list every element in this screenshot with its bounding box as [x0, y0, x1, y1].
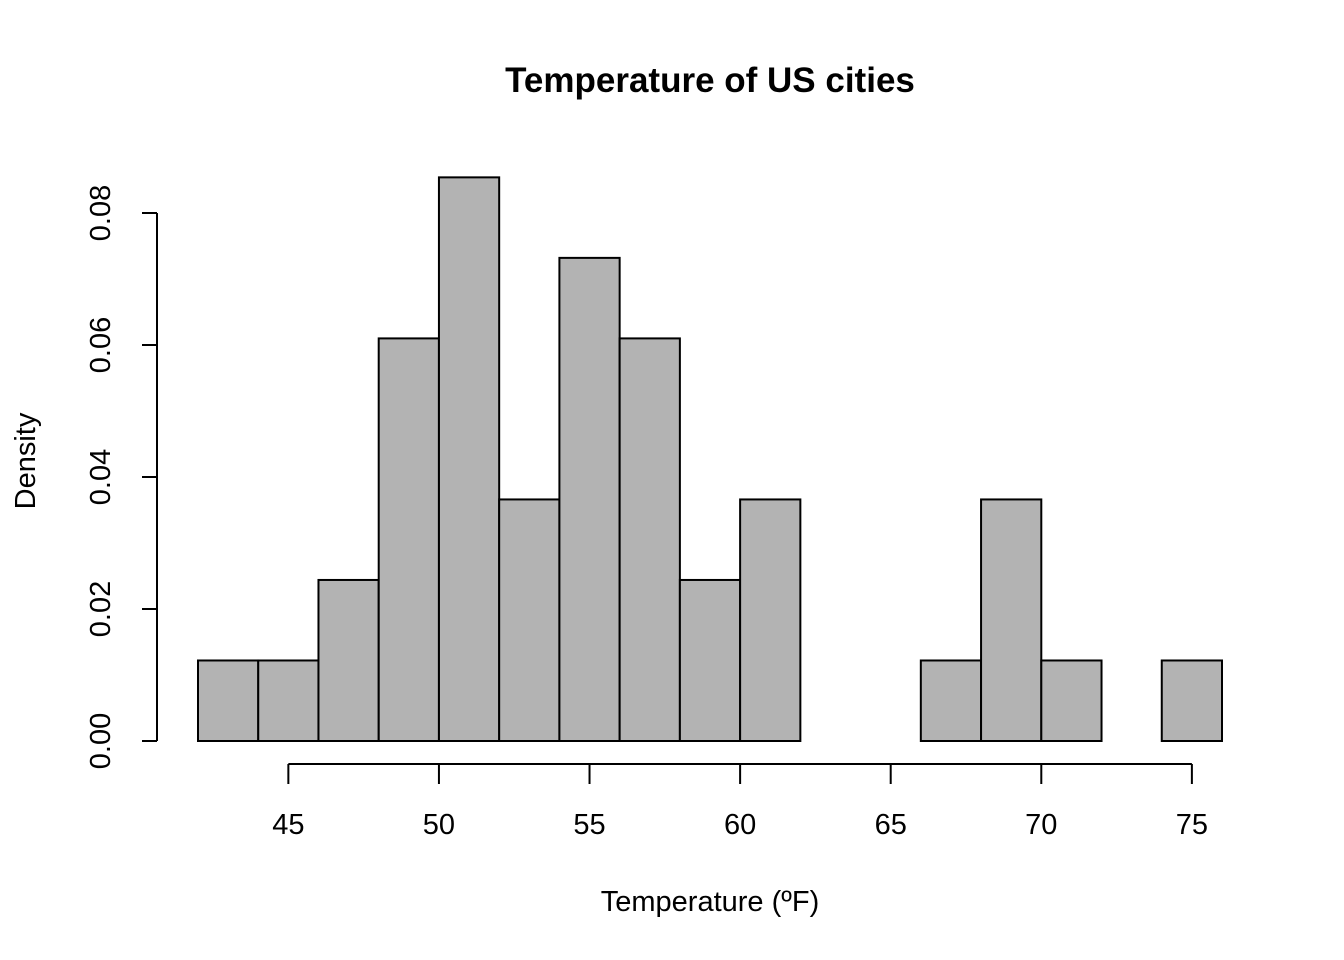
x-axis: 45 50 55 60 65 70 75: [272, 763, 1208, 841]
chart-title: Temperature of US cities: [505, 61, 915, 100]
histogram-bar: [377, 337, 440, 742]
histogram-bar: [618, 337, 681, 742]
y-tick-label: 0.00: [85, 713, 117, 769]
x-tick-label: 65: [875, 809, 907, 841]
x-tick-label: 50: [423, 809, 455, 841]
histogram-bar: [257, 659, 320, 742]
histogram-bar: [678, 578, 742, 743]
y-axis: 0.00 0.02 0.04 0.06 0.08: [85, 185, 158, 769]
y-tick-label: 0.06: [85, 317, 117, 373]
histogram-bar: [558, 256, 621, 742]
y-tick-label: 0.08: [85, 185, 117, 241]
y-axis-label: Density: [10, 412, 42, 509]
x-tick-label: 70: [1025, 809, 1057, 841]
histogram-bar: [437, 176, 501, 743]
bars-group: [197, 176, 1223, 743]
histogram-bar: [919, 659, 983, 742]
histogram-bar: [980, 498, 1043, 742]
x-tick-label: 75: [1176, 809, 1208, 841]
x-tick-label: 60: [724, 809, 756, 841]
x-tick-label: 55: [573, 809, 605, 841]
x-axis-label: Temperature (ºF): [601, 886, 819, 918]
histogram-bar: [498, 498, 561, 742]
y-tick-label: 0.04: [85, 449, 117, 505]
histogram-bar: [1040, 659, 1103, 742]
histogram-bar: [739, 498, 802, 742]
histogram-bar: [1160, 659, 1223, 742]
histogram-bar: [317, 578, 380, 743]
y-tick-label: 0.02: [85, 581, 117, 637]
x-tick-label: 45: [272, 809, 304, 841]
histogram-bar: [197, 659, 260, 742]
